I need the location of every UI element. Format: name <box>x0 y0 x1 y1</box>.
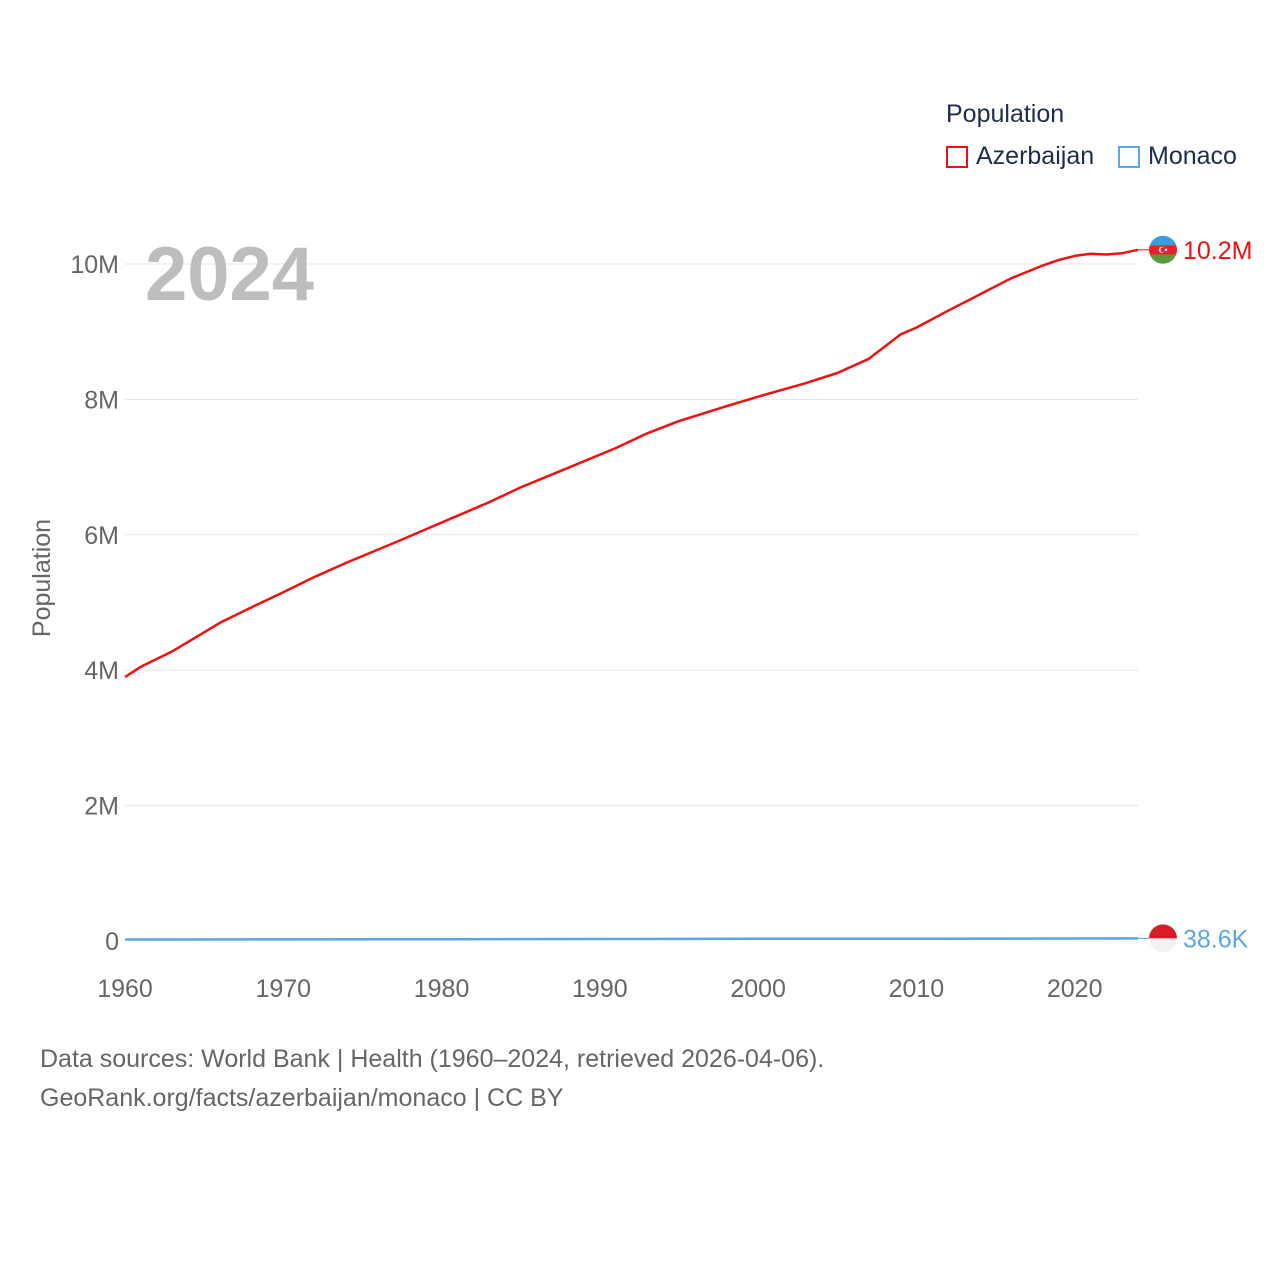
y-tick-label: 4M <box>84 657 119 685</box>
series-lines <box>124 248 1139 941</box>
series-end-markers: 10.2M 38.6K <box>1138 235 1252 953</box>
x-tick-label: 1990 <box>572 975 628 1003</box>
legend-swatch-azerbaijan <box>946 145 968 168</box>
monaco-flag-icon <box>1149 924 1177 953</box>
x-axis-ticks: 1960 1970 1980 1990 2000 2010 2020 <box>97 975 1102 1003</box>
grid-lines <box>125 263 1138 807</box>
legend-swatch-monaco <box>1118 145 1140 168</box>
credit-link[interactable]: GeoRank.org/facts/azerbaijan/monaco | CC… <box>40 1084 564 1112</box>
y-axis-ticks: 0 2M 4M 6M 8M 10M <box>70 251 119 956</box>
x-tick-label: 2010 <box>889 975 945 1003</box>
y-tick-label: 6M <box>84 522 119 550</box>
x-tick-label: 1970 <box>255 975 311 1003</box>
end-value-label-azerbaijan: 10.2M <box>1183 237 1252 265</box>
legend-item-monaco[interactable]: Monaco <box>1118 142 1237 171</box>
series-line-azerbaijan <box>124 248 1139 679</box>
x-tick-label: 2000 <box>730 975 786 1003</box>
azerbaijan-flag-icon <box>1149 235 1177 264</box>
x-tick-label: 1980 <box>414 975 470 1003</box>
y-axis-label: Population <box>28 519 56 637</box>
y-tick-label: 0 <box>105 928 119 956</box>
legend-item-azerbaijan[interactable]: Azerbaijan <box>946 142 1094 171</box>
year-label: 2024 <box>145 232 314 317</box>
x-tick-label: 1960 <box>97 975 153 1003</box>
x-tick-label: 2020 <box>1047 975 1103 1003</box>
legend-title: Population <box>946 100 1065 128</box>
data-sources-note: Data sources: World Bank | Health (1960–… <box>40 1045 825 1073</box>
y-tick-label: 2M <box>84 793 119 821</box>
end-value-label-monaco: 38.6K <box>1183 925 1249 953</box>
legend-label-azerbaijan: Azerbaijan <box>976 142 1095 170</box>
y-tick-label: 8M <box>84 386 119 414</box>
series-line-monaco <box>124 937 1139 941</box>
y-tick-label: 10M <box>70 251 119 279</box>
legend-label-monaco: Monaco <box>1148 142 1237 170</box>
